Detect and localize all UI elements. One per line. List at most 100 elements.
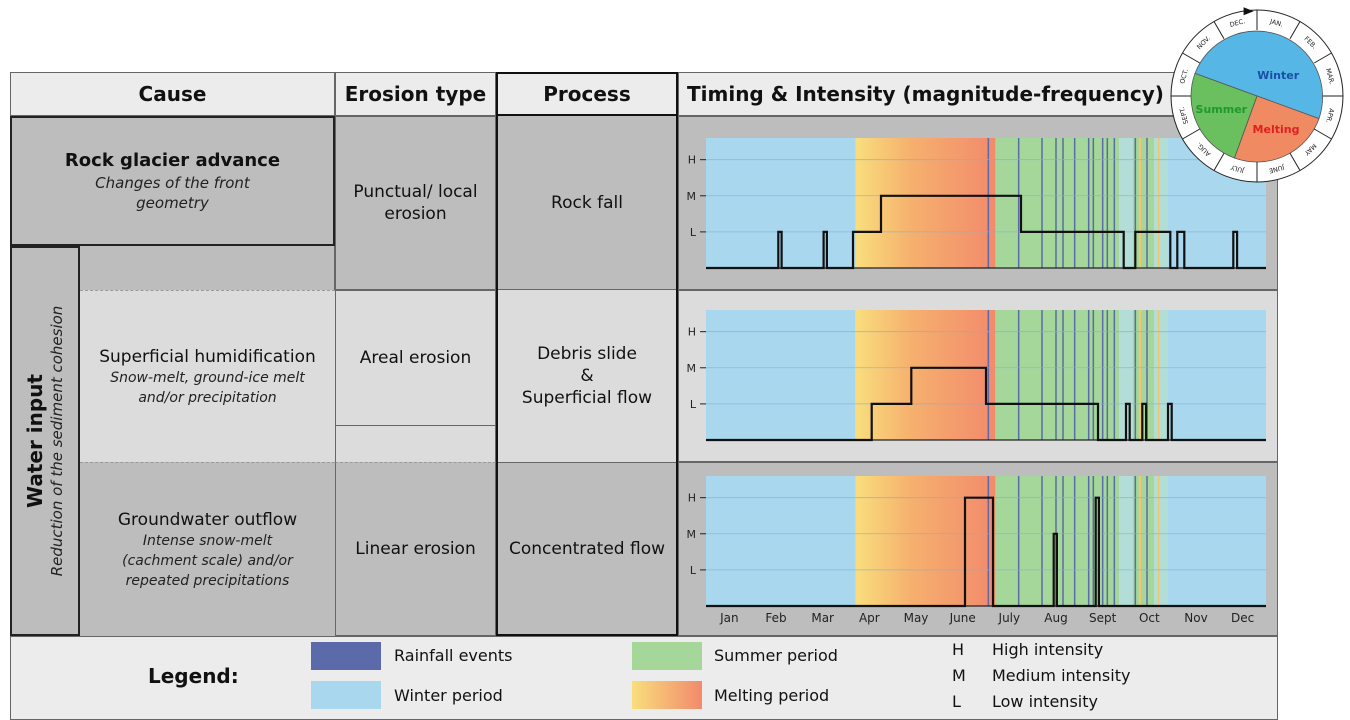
process-debris-slide: Debris slide & Superficial flow (498, 290, 676, 462)
intensity-series-line (706, 366, 1266, 442)
y-tick-label: M (687, 190, 697, 203)
header-timing-label: Timing & Intensity (magnitude-frequency) (687, 82, 1164, 106)
legend-l-key: L (952, 692, 961, 711)
header-cause-label: Cause (138, 82, 207, 106)
groundwater-title: Groundwater outflow (117, 509, 298, 530)
winter-band-late (1168, 310, 1266, 440)
wheel-month-tick (1289, 21, 1301, 40)
wheel-month-label: JULY (1230, 163, 1246, 174)
summer-blue-strip (1119, 476, 1133, 606)
x-tick-label: Dec (1231, 611, 1254, 625)
summer-band (995, 476, 1168, 606)
summer-blue-strip (1119, 138, 1133, 268)
superficial-title: Superficial humidification (99, 346, 316, 367)
wheel-month-tick (1313, 128, 1332, 140)
legend-medium-label: Medium intensity (992, 666, 1131, 685)
x-tick-label: June (949, 611, 976, 625)
wheel-month-tick (1182, 128, 1201, 140)
y-tick-label: H (688, 154, 696, 167)
legend-summer-label: Summer period (714, 646, 838, 665)
x-tick-label: Apr (859, 611, 880, 625)
wheel-month-tick (1289, 152, 1301, 171)
erosion-areal-label: Areal erosion (359, 348, 472, 368)
intensity-series-line (706, 194, 1266, 270)
summer-blue-strip (1154, 476, 1168, 606)
erosion-linear-label: Linear erosion (355, 539, 476, 559)
wheel-month-tick (1213, 21, 1225, 40)
legend-low-label: Low intensity (992, 692, 1098, 711)
wheel-melting-wedge (1233, 95, 1320, 163)
legend-title: Legend: (148, 664, 239, 688)
legend-melting-label: Melting period (714, 686, 830, 705)
header-cause: Cause (10, 72, 335, 116)
x-tick-label: May (904, 611, 929, 625)
water-input-bar (10, 246, 80, 636)
process-rock-fall: Rock fall (498, 116, 676, 290)
legend-rainfall-swatch (311, 642, 381, 670)
erosion-punctual-label: Punctual/ local erosion (353, 182, 478, 224)
y-tick-label: H (688, 492, 696, 505)
wheel-month-label: MAR. (1324, 67, 1336, 85)
legend-summer-swatch (632, 642, 702, 670)
wheel-summer-wedge (1190, 72, 1258, 159)
timing-chart-debris-slide: H M L (687, 310, 1266, 442)
wheel-season-label: Winter (1257, 69, 1299, 82)
legend-h-key: H (952, 640, 965, 659)
wheel-winter-wedge (1194, 30, 1323, 120)
y-tick-label: M (687, 528, 697, 541)
timing-chart-rock-fall: H M L (687, 138, 1266, 270)
rock-glacier-title: Rock glacier advance (64, 150, 281, 171)
timing-chart-concentrated-flow: H M L Jan Feb Mar Apr May June July Aug Sept Oct Nov D… (687, 476, 1266, 625)
wheel-month-tick (1313, 52, 1332, 64)
wheel-month-label: APR. (1324, 107, 1336, 123)
winter-band-late (1168, 476, 1266, 606)
header-erosion-type: Erosion type (335, 72, 496, 116)
erosion-punctual: Punctual/ local erosion (335, 116, 496, 290)
process-column-frame (496, 116, 678, 636)
wheel-month-tick (1182, 52, 1201, 64)
cause-groundwater: Groundwater outflow Intense snow-melt (c… (80, 462, 335, 636)
legend-winter-swatch (311, 681, 381, 709)
y-tick-label: L (690, 398, 697, 411)
rock-glacier-sub: Changes of the front geometry (95, 174, 250, 212)
legend-melting-swatch (632, 681, 702, 709)
legend-m-key: M (952, 666, 966, 685)
cause-gap-top (80, 246, 335, 290)
water-input-sub: Reduction of the sediment cohesion (48, 305, 66, 577)
wheel-season-label: Melting (1253, 123, 1300, 136)
x-tick-label: Mar (811, 611, 834, 625)
process-debris-amp: & (580, 366, 594, 386)
legend-rainfall-label: Rainfall events (394, 646, 513, 665)
wheel-arrow-icon (1243, 7, 1254, 16)
summer-blue-strip (1154, 310, 1168, 440)
wheel-month-tick (1213, 152, 1225, 171)
melting-band (855, 138, 996, 268)
wheel-month-label: DEC. (1229, 17, 1246, 29)
legend-high-label: High intensity (992, 640, 1104, 659)
erosion-gap (335, 426, 496, 462)
x-tick-label: Feb (765, 611, 786, 625)
cause-rock-glacier: Rock glacier advance Changes of the fron… (10, 116, 335, 246)
wheel-month-label: OCT. (1178, 68, 1190, 84)
season-wheel: WinterMeltingSummerJAN.FEB.MAR.APR.MAYJU… (1170, 7, 1344, 183)
melting-band (855, 310, 996, 440)
wheel-month-label: JAN. (1268, 17, 1284, 28)
cause-superficial: Superficial humidification Snow-melt, gr… (80, 290, 335, 462)
y-tick-label: L (690, 564, 697, 577)
winter-band-early (706, 310, 856, 440)
summer-blue-strip (1154, 138, 1168, 268)
superficial-sub: Snow-melt, ground-ice melt and/or precip… (110, 369, 305, 406)
process-rock-fall-label: Rock fall (551, 192, 623, 213)
header-process-label: Process (543, 82, 631, 106)
y-tick-label: H (688, 326, 696, 339)
x-tick-label: July (998, 611, 1021, 625)
water-input-labels: Water input Reduction of the sediment co… (10, 246, 80, 636)
header-erosion-type-label: Erosion type (344, 82, 487, 106)
y-tick-label: L (690, 226, 697, 239)
melting-band (855, 476, 996, 606)
groundwater-sub: Intense snow-melt (cachment scale) and/o… (122, 532, 293, 589)
x-tick-label: Nov (1184, 611, 1207, 625)
wheel-season-label: Summer (1196, 103, 1248, 116)
y-tick-label: M (687, 362, 697, 375)
process-concentrated: Concentrated flow (498, 462, 676, 634)
